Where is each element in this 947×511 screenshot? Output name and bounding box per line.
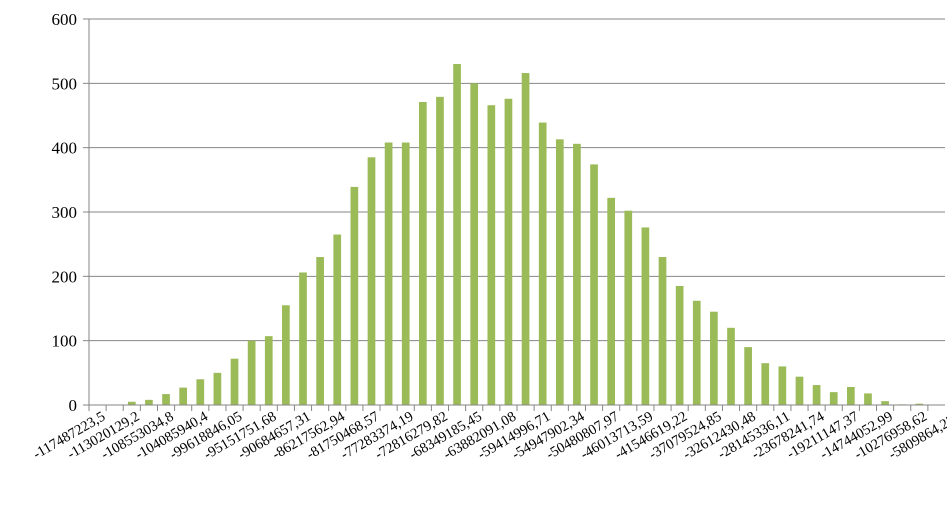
histogram-bar — [812, 385, 821, 405]
y-tick-label: 600 — [52, 10, 78, 29]
histogram-bar — [915, 403, 924, 405]
histogram-bar — [692, 300, 701, 405]
axes — [83, 18, 945, 411]
histogram-bar — [418, 101, 427, 406]
histogram-bar — [299, 272, 307, 405]
histogram-bar — [162, 394, 170, 405]
histogram-bar — [778, 366, 787, 405]
bars — [127, 64, 924, 406]
histogram-bar — [846, 386, 855, 405]
histogram-bar — [744, 347, 752, 405]
histogram-bar — [145, 399, 153, 405]
y-tick-label: 0 — [69, 396, 78, 415]
histogram-bar — [316, 257, 324, 405]
histogram-bar — [453, 64, 461, 405]
histogram-bar — [384, 142, 393, 405]
histogram-bar — [590, 164, 598, 405]
y-tick-label: 300 — [52, 203, 78, 222]
histogram-bar — [641, 227, 650, 405]
histogram-bar — [264, 336, 273, 405]
histogram-bar — [213, 372, 222, 405]
y-tick-label: 200 — [52, 267, 78, 286]
histogram-bar — [196, 379, 205, 405]
histogram-bar — [727, 327, 735, 405]
histogram-bar — [710, 311, 718, 405]
y-tick-label: 400 — [52, 139, 78, 158]
histogram-bar — [504, 98, 513, 406]
histogram-bar — [675, 285, 684, 405]
histogram-bar — [282, 305, 290, 405]
x-tick-labels: -117487223,5-113020129,2-108553034,8-104… — [30, 408, 947, 463]
histogram-bar — [761, 363, 770, 405]
histogram-bar — [555, 139, 564, 406]
histogram-bar — [538, 122, 547, 405]
histogram-bar — [350, 186, 359, 405]
histogram-bar — [829, 392, 838, 405]
histogram-bar — [179, 387, 188, 405]
histogram-bar — [230, 358, 239, 405]
y-tick-label: 100 — [52, 332, 78, 351]
histogram-bar — [795, 376, 804, 405]
histogram-bar — [573, 143, 581, 405]
histogram-bar — [247, 340, 256, 405]
histogram-bar — [333, 234, 342, 405]
histogram-bar — [127, 401, 136, 405]
gridlines — [89, 18, 945, 342]
histogram-bar — [864, 393, 872, 405]
histogram-bar — [401, 142, 410, 405]
histogram-bar — [658, 257, 667, 405]
histogram-bar — [436, 96, 444, 405]
histogram-bar — [624, 210, 633, 405]
y-tick-label: 500 — [52, 74, 78, 93]
histogram-bar — [487, 105, 496, 406]
histogram-bar — [607, 197, 616, 405]
histogram-bar — [521, 73, 530, 405]
y-tick-labels: 0 100 200 300 400 500 600 — [52, 10, 78, 415]
histogram-bar — [367, 157, 376, 405]
histogram-bar — [470, 83, 479, 405]
histogram-bar — [881, 401, 889, 405]
